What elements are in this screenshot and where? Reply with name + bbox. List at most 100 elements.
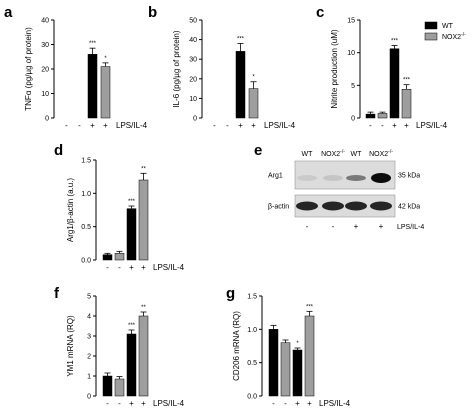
y-tick-label: 0	[351, 116, 355, 123]
bar-wt	[126, 333, 137, 397]
bar-nox2	[100, 66, 111, 119]
bar-nox2	[138, 179, 149, 261]
condition-label: -	[381, 121, 384, 130]
legend: WT NOX2-/-	[424, 21, 466, 41]
condition-label: +	[141, 399, 146, 408]
chart-panel-g: g 0.0 0.5 1.0 1.5 CD206 mRNA (RQ) - - * + *** + LPS/…	[226, 285, 351, 408]
y-tick-label: 50	[189, 18, 197, 25]
blot-row-label: Arg1	[268, 173, 283, 180]
bar-nox2	[304, 315, 315, 397]
condition-label: -	[118, 263, 121, 272]
lane-label: NOX2-/-	[321, 149, 345, 158]
treatment-label: LPS/IL-4	[153, 399, 185, 408]
condition-label: +	[238, 121, 243, 130]
significance-label: ***	[128, 323, 136, 329]
y-tick-label: 0.5	[81, 224, 91, 231]
condition-label: +	[392, 121, 397, 130]
bar-wt	[87, 54, 98, 119]
legend-swatch	[424, 32, 438, 41]
panel-letter: f	[54, 285, 60, 302]
bar-wt	[235, 51, 246, 119]
y-tick-label: 0.5	[247, 360, 257, 367]
condition-label: +	[295, 399, 300, 408]
treatment-label: LPS/IL-4	[416, 121, 448, 130]
y-tick-label: 30	[189, 57, 197, 64]
y-axis-label: IL-6 (pg/µg of protein)	[172, 30, 181, 107]
significance-label: *	[296, 341, 299, 347]
y-tick-label: 3	[87, 334, 91, 341]
treatment-label: LPS/IL-4	[397, 224, 424, 231]
significance-label: ***	[391, 38, 399, 44]
y-tick-label: 4	[87, 314, 91, 321]
bar-wt	[126, 208, 137, 261]
bar-nox2	[401, 89, 412, 119]
bar-wt	[102, 375, 113, 397]
bar-wt	[102, 254, 113, 261]
chart-panel-f: f 0 1 2 3 4 5 YM1 mRNA (RQ) - - *** + ** + LPS/IL-4	[54, 285, 185, 408]
lane-label: WT	[351, 151, 363, 158]
condition-label: +	[103, 121, 108, 130]
bar-wt	[268, 329, 279, 397]
condition-label: +	[141, 263, 146, 272]
bar-nox2	[280, 342, 291, 397]
panel-letter: b	[148, 4, 157, 21]
bar-wt	[365, 113, 376, 119]
y-tick-label: 20	[189, 76, 197, 83]
treatment-label: LPS/IL-4	[264, 121, 296, 130]
y-tick-label: 1	[87, 374, 91, 381]
significance-label: *	[252, 75, 255, 81]
significance-label: ***	[403, 78, 411, 84]
blot-size-label: 42 kDa	[398, 204, 420, 211]
blot-row-label: β-actin	[268, 204, 289, 211]
condition-label: +	[129, 399, 134, 408]
significance-label: **	[141, 305, 146, 311]
chart-panel-a: a 0 10 20 30 40 TNFα (pg/µg of protein) - - *** + *…	[4, 4, 148, 130]
western-blot-panel: e WT NOX2-/- WT NOX2-/- Arg1 35 kDa β-actin 42 k…	[254, 142, 424, 231]
y-axis-label: CD206 mRNA (RQ)	[232, 311, 241, 381]
condition-label: -	[284, 399, 287, 408]
blot-band-actin	[345, 201, 367, 211]
condition-label: +	[354, 222, 359, 231]
y-tick-label: 15	[347, 18, 355, 25]
condition-label: +	[90, 121, 95, 130]
condition-label: -	[106, 399, 109, 408]
bar-wt	[292, 349, 303, 397]
bar-nox2	[248, 88, 259, 119]
y-axis-label: Arg1/β-actin (a.u.)	[66, 178, 75, 243]
significance-label: ***	[89, 41, 97, 47]
blot-band-actin	[296, 201, 318, 211]
y-tick-label: 0	[45, 116, 49, 123]
y-tick-label: 1.5	[247, 294, 257, 301]
condition-label: -	[226, 121, 229, 130]
blot-band-arg1	[371, 173, 391, 183]
condition-label: -	[65, 121, 68, 130]
y-tick-label: 10	[41, 91, 49, 98]
y-tick-label: 2	[87, 354, 91, 361]
condition-label: +	[251, 121, 256, 130]
blot-band-arg1	[323, 175, 343, 181]
y-tick-label: 1.5	[81, 158, 91, 165]
bar-nox2	[114, 253, 125, 261]
condition-label: -	[118, 399, 121, 408]
condition-label: -	[213, 121, 216, 130]
blot-band-arg1	[297, 175, 317, 181]
condition-label: -	[369, 121, 372, 130]
y-tick-label: 40	[41, 18, 49, 25]
y-tick-label: 5	[87, 294, 91, 301]
panel-letter: a	[4, 4, 13, 21]
treatment-label: LPS/IL-4	[319, 399, 351, 408]
y-tick-label: 5	[351, 83, 355, 90]
legend-label: NOX2-/-	[442, 32, 466, 41]
y-tick-label: 40	[189, 37, 197, 44]
lane-label: WT	[302, 151, 314, 158]
y-tick-label: 0	[193, 116, 197, 123]
y-tick-label: 10	[347, 50, 355, 57]
bar-wt	[389, 48, 400, 119]
condition-label: -	[306, 222, 309, 231]
blot-band-arg1	[346, 175, 366, 181]
panel-letter: d	[54, 142, 63, 159]
y-axis-label: YM1 mRNA (RQ)	[66, 315, 75, 377]
legend-label: WT	[442, 23, 454, 30]
significance-label: ***	[128, 199, 136, 205]
